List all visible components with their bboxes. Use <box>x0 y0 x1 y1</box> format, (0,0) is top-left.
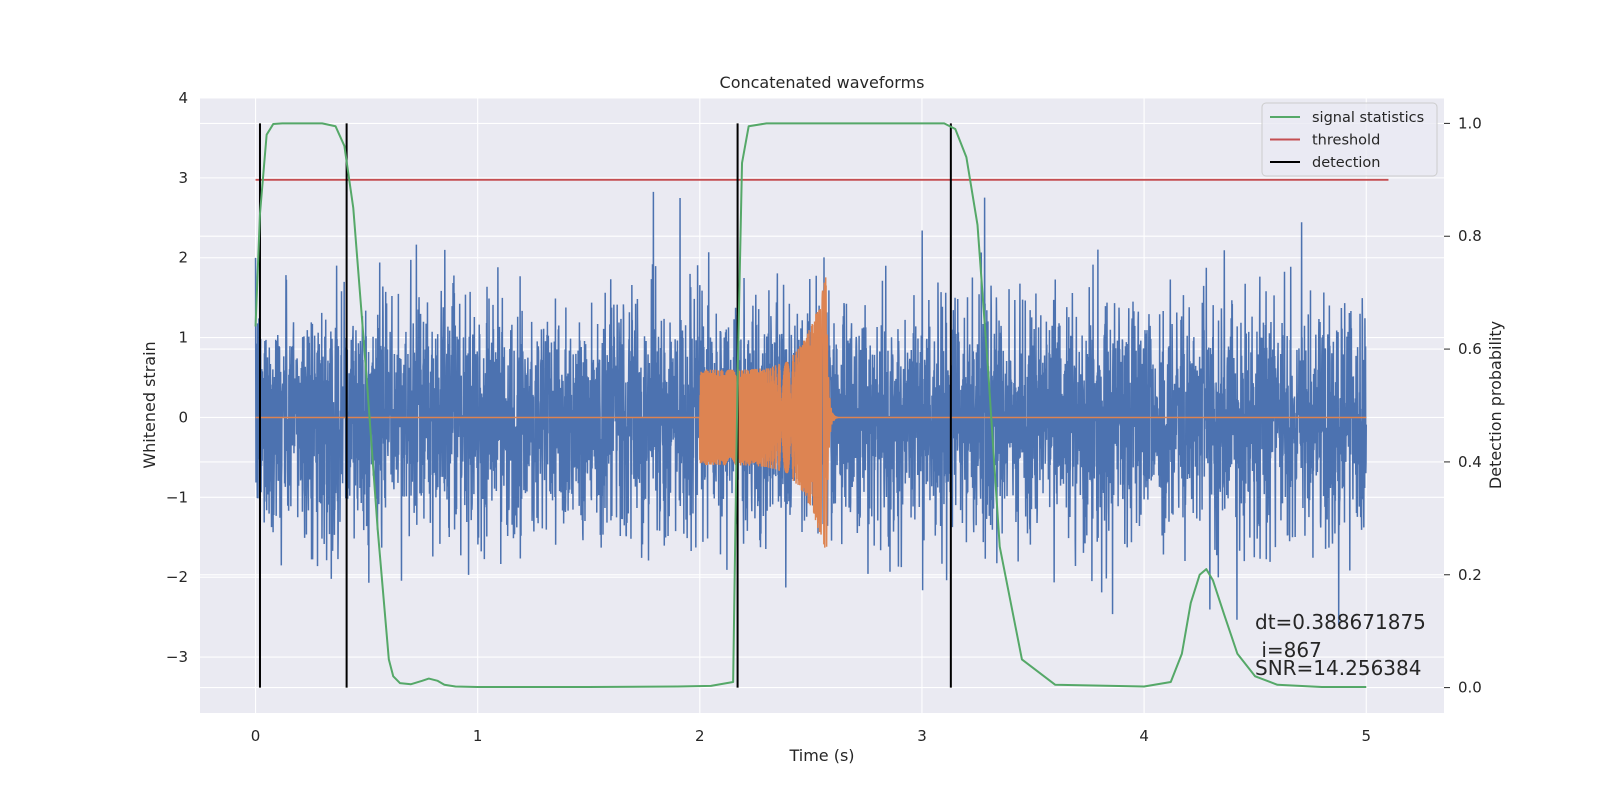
x-tick-label: 2 <box>695 727 705 745</box>
x-axis-label: Time (s) <box>788 746 854 765</box>
y-right-tick-label: 0.0 <box>1458 679 1482 697</box>
legend-box <box>1261 102 1438 177</box>
series-signal-statistics <box>254 122 1367 689</box>
y-right-tick-label: 0.8 <box>1458 227 1482 245</box>
x-tick-label: 1 <box>473 727 483 745</box>
y-right-tick-label: 0.6 <box>1458 340 1482 358</box>
y-axis-right-ticks: 0.0 0.2 0.4 0.6 0.8 1.0 <box>1444 114 1482 697</box>
annotation-index: i=867 <box>1255 638 1322 662</box>
x-tick-label: 5 <box>1361 727 1371 745</box>
x-tick-label: 4 <box>1139 727 1149 745</box>
series-layer <box>254 122 1389 689</box>
legend: signal statistics threshold detection <box>1261 102 1438 177</box>
y-tick-label: −1 <box>166 488 188 506</box>
x-tick-label: 0 <box>251 727 261 745</box>
y-axis-ticks: −3 −2 −1 0 1 2 3 4 <box>166 89 188 666</box>
y-tick-label: −3 <box>166 648 188 666</box>
y-tick-label: 0 <box>178 408 188 426</box>
y-tick-label: 2 <box>178 249 188 267</box>
annotation-dt: dt=0.388671875 <box>1255 610 1426 634</box>
y-axis-right-label: Detection probability <box>1486 321 1505 489</box>
x-tick-label: 3 <box>917 727 927 745</box>
chart-title: Concatenated waveforms <box>720 73 925 92</box>
legend-label-signal-statistics: signal statistics <box>1312 110 1424 126</box>
y-right-tick-label: 0.4 <box>1458 453 1482 471</box>
legend-label-detection: detection <box>1312 155 1380 171</box>
y-right-tick-label: 0.2 <box>1458 566 1482 584</box>
y-tick-label: 1 <box>178 329 188 347</box>
legend-label-threshold: threshold <box>1312 133 1380 149</box>
annotation-snr: SNR=14.256384 <box>1255 656 1421 680</box>
y-tick-label: −2 <box>166 568 188 586</box>
x-axis-ticks: 0 1 2 3 4 5 <box>251 727 1371 745</box>
series-waveform-chirp <box>255 277 1367 548</box>
y-axis-label: Whitened strain <box>140 341 159 468</box>
y-right-tick-label: 1.0 <box>1458 114 1482 132</box>
y-tick-label: 4 <box>178 89 188 107</box>
y-tick-label: 3 <box>178 169 188 187</box>
